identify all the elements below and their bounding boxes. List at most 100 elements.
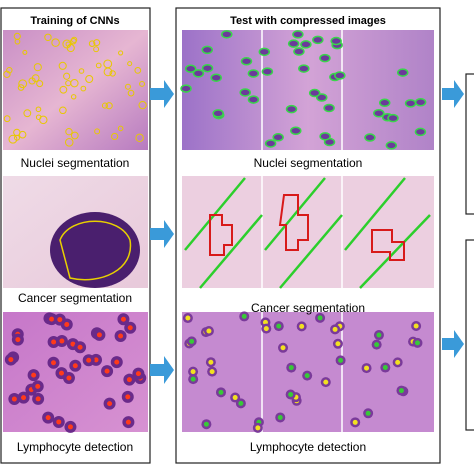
nucleus-mark <box>14 134 20 141</box>
lymphocyte-mark <box>335 341 341 347</box>
lymphocyte-mark <box>35 396 41 402</box>
region <box>209 214 233 256</box>
arrow <box>442 80 464 108</box>
region <box>371 229 405 261</box>
lymphocyte-mark <box>59 338 65 344</box>
panel-title: Test with compressed images <box>230 15 386 27</box>
nucleus-mark <box>66 43 75 53</box>
lymphocyte-mark <box>86 357 92 363</box>
nucleus-mark <box>118 50 124 56</box>
nucleus-contour <box>247 95 260 104</box>
nucleus-mark <box>125 83 131 90</box>
lymphocyte-mark <box>66 375 72 381</box>
nucleus-contour <box>330 36 342 46</box>
nucleus-mark <box>64 138 74 147</box>
nucleus-mark <box>78 68 85 74</box>
lymphocyte-mark <box>232 395 238 401</box>
boundary <box>359 214 431 289</box>
nucleus-contour <box>292 30 304 39</box>
nucleus-mark <box>71 36 78 43</box>
lymphocyte-mark <box>238 400 244 406</box>
nucleus-mark <box>6 67 13 74</box>
nucleus-contour <box>239 88 251 97</box>
nucleus-mark <box>3 70 11 78</box>
nucleus-mark <box>22 49 28 55</box>
nucleus-contour <box>364 133 376 142</box>
lymphocyte-mark <box>70 341 76 347</box>
nucleus-mark <box>8 134 18 144</box>
nucleus-mark <box>14 38 21 45</box>
nucleus-mark <box>80 85 87 92</box>
nucleus-mark <box>36 80 44 88</box>
lymphocyte-mark <box>262 319 268 325</box>
nucleus-mark <box>111 132 119 141</box>
lymphocyte-mark <box>190 369 196 375</box>
image-label: Lymphocyte detection <box>17 440 133 454</box>
nucleus-contour <box>261 67 274 76</box>
nucleus-mark <box>103 67 113 77</box>
nucleus-contour <box>210 73 222 82</box>
nucleus-contour <box>290 126 302 136</box>
nucleus-contour <box>192 69 205 78</box>
nucleus-contour <box>247 69 260 78</box>
image-label: Nuclei segmentation <box>254 156 363 170</box>
nucleus-contour <box>272 133 284 142</box>
nucleus-contour <box>404 99 417 108</box>
nucleus-mark <box>59 85 68 94</box>
nucleus-mark <box>31 74 40 82</box>
lymphocyte-mark <box>338 357 344 363</box>
lymphocyte-mark <box>365 410 371 416</box>
image-label: Cancer segmentation <box>18 291 132 305</box>
nucleus-contour <box>221 30 233 39</box>
lymphocyte-mark <box>96 332 102 338</box>
annotation-contour <box>59 220 132 281</box>
lymphocyte-mark <box>398 388 404 394</box>
nucleus-mark <box>51 38 60 47</box>
nucleus-contour <box>184 64 197 73</box>
nucleus-mark <box>3 115 11 123</box>
arrow <box>150 80 174 108</box>
nucleus-mark <box>18 130 27 139</box>
lymphocyte-mark <box>11 396 17 402</box>
lymphocyte-mark <box>203 421 209 427</box>
lymphocyte-mark <box>77 344 83 350</box>
nucleus-contour <box>312 35 324 45</box>
lymphocyte-mark <box>45 415 51 421</box>
lymphocyte-mark <box>49 316 55 322</box>
lymphocyte-mark <box>189 338 195 344</box>
image-label: Nuclei segmentation <box>21 156 130 170</box>
region <box>278 194 309 251</box>
lymphocyte-mark <box>413 323 419 329</box>
lymphocyte-mark <box>382 365 388 371</box>
nucleus-mark <box>93 39 101 47</box>
nucleus-contour <box>334 71 346 80</box>
lymphocyte-mark <box>332 326 338 332</box>
lymphocyte-mark <box>114 359 120 365</box>
lymphocyte-mark <box>288 391 294 397</box>
lymphocyte-mark <box>304 373 310 379</box>
nucleus-mark <box>127 89 135 97</box>
lymphocyte-mark <box>107 401 113 407</box>
nucleus-contour <box>201 45 213 55</box>
nucleus-contour <box>308 88 321 98</box>
lymphocyte-mark <box>126 377 132 383</box>
nucleus-mark <box>70 94 77 100</box>
nucleus-contour <box>319 53 331 63</box>
arrow <box>150 356 174 384</box>
nucleus-contour <box>378 98 391 108</box>
boundary <box>344 177 406 251</box>
lymphocyte-mark <box>206 328 212 334</box>
lymphocyte-mark <box>209 369 215 375</box>
lymphocyte-mark <box>263 326 269 332</box>
lymphocyte-mark <box>288 365 294 371</box>
nucleus-mark <box>95 62 102 69</box>
nucleus-mark <box>63 72 71 80</box>
lymphocyte-mark <box>31 372 37 378</box>
nucleus-mark <box>85 74 94 84</box>
nucleus-mark <box>127 61 133 67</box>
nucleus-mark <box>65 80 72 87</box>
lymphocyte-mark <box>395 359 401 365</box>
nucleus-contour <box>316 93 328 102</box>
nucleus-mark <box>39 115 48 125</box>
